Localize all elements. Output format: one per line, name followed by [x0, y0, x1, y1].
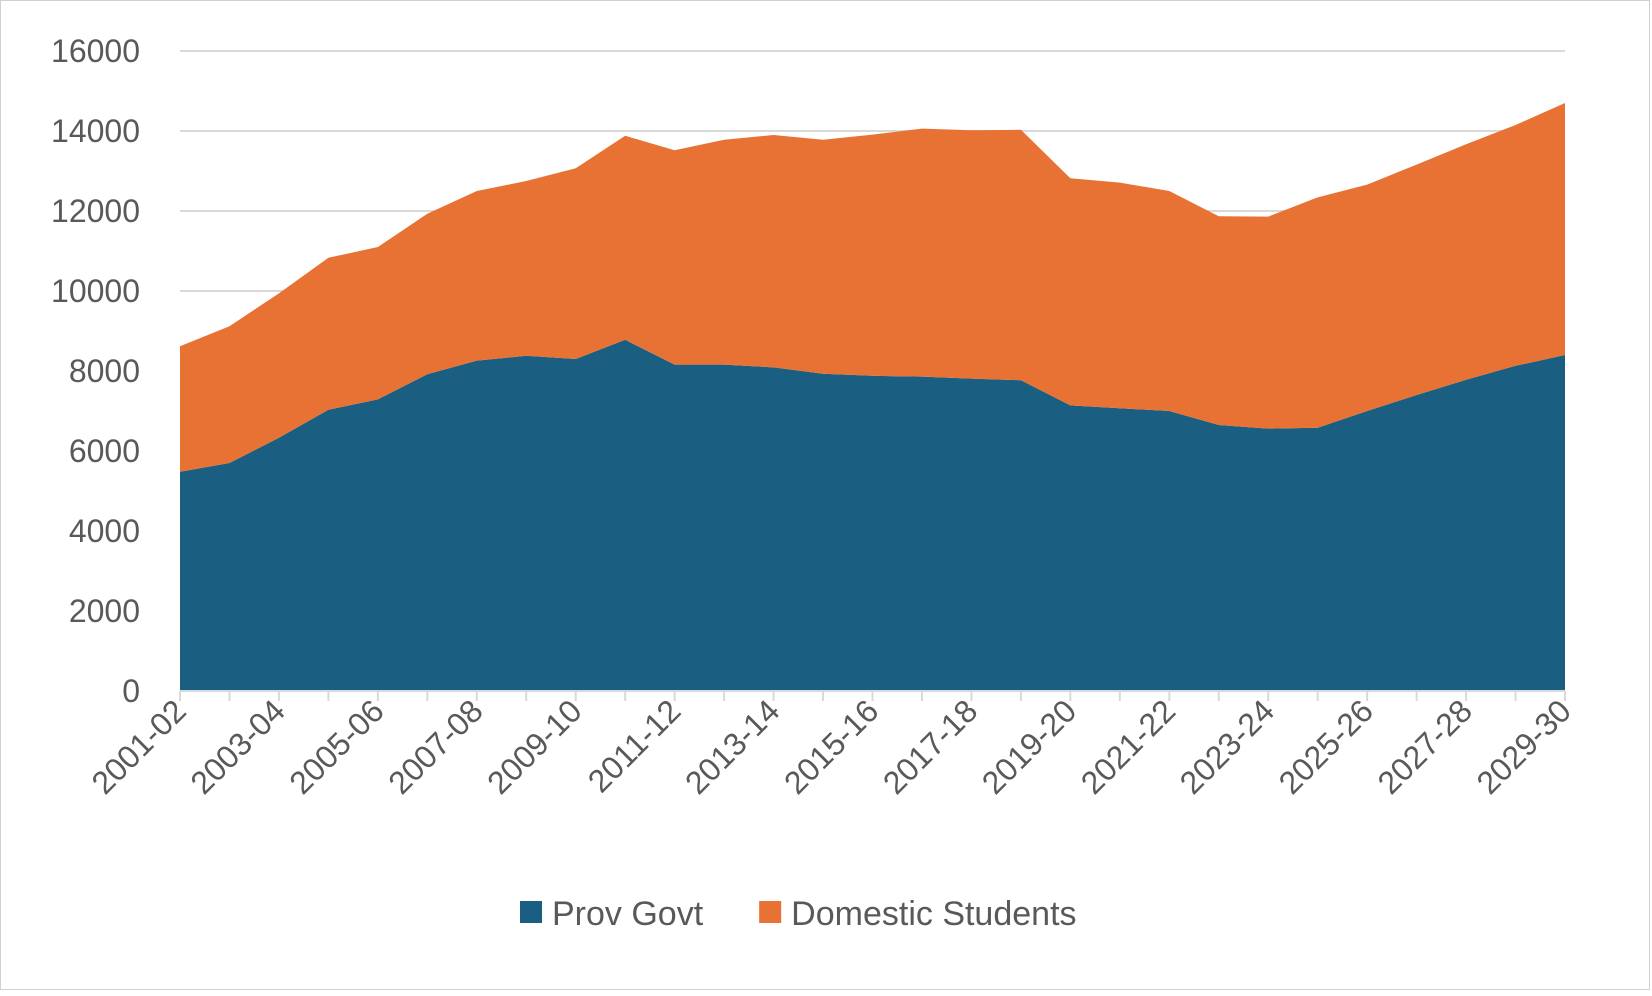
area-series-domestic-students	[180, 103, 1565, 472]
legend-swatch-prov-govt	[520, 901, 542, 923]
x-tick-labels: 2001-022003-042005-062007-082009-102011-…	[84, 692, 1577, 800]
x-tick-label: 2007-08	[381, 692, 489, 800]
y-tick-label: 12000	[51, 193, 140, 229]
x-tick-label: 2009-10	[480, 692, 588, 800]
x-tick-label: 2005-06	[282, 692, 390, 800]
x-axis	[179, 690, 1566, 701]
x-tick-label: 2015-16	[777, 692, 885, 800]
plot-area	[180, 103, 1565, 691]
y-tick-label: 2000	[69, 593, 140, 629]
x-tick-label: 2021-22	[1074, 692, 1182, 800]
legend-label-prov-govt: Prov Govt	[552, 895, 704, 933]
x-tick-label: 2029-30	[1469, 692, 1577, 800]
y-tick-label: 10000	[51, 273, 140, 309]
y-tick-label: 16000	[51, 33, 140, 69]
y-tick-label: 6000	[69, 433, 140, 469]
x-tick-label: 2023-24	[1173, 692, 1281, 800]
x-tick-label: 2017-18	[876, 692, 984, 800]
y-tick-label: 0	[122, 673, 140, 709]
y-tick-label: 8000	[69, 353, 140, 389]
y-tick-label: 4000	[69, 513, 140, 549]
x-tick-label: 2003-04	[183, 692, 291, 800]
x-tick-label: 2019-20	[975, 692, 1083, 800]
area-series-prov-govt	[180, 339, 1565, 691]
legend-label-domestic-students: Domestic Students	[791, 895, 1076, 933]
legend-swatch-domestic-students	[759, 901, 782, 923]
x-tick-label: 2013-14	[678, 692, 786, 800]
y-tick-label: 14000	[51, 113, 140, 149]
x-tick-label: 2025-26	[1272, 692, 1380, 800]
x-tick-label: 2011-12	[581, 692, 688, 799]
legend: Prov Govt Domestic Students	[520, 895, 1077, 933]
x-tick-label: 2027-28	[1371, 692, 1479, 800]
y-axis: 0 2000 4000 6000 8000 10000 12000 14000 16000	[51, 33, 140, 709]
